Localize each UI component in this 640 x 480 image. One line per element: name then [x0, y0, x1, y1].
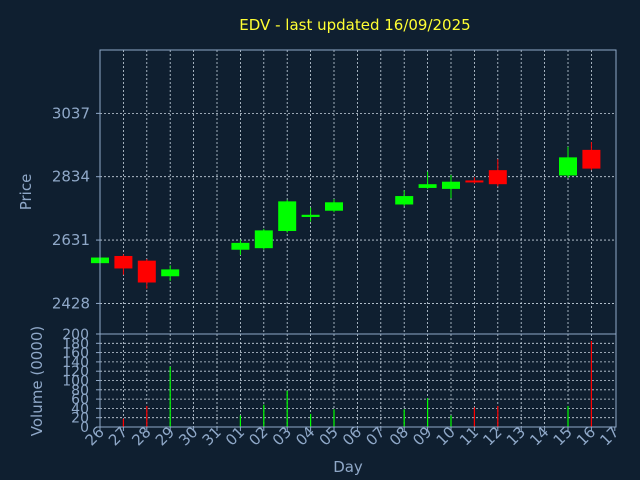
- candle-body: [137, 260, 156, 283]
- volume-tick-label: 200: [62, 327, 89, 343]
- volume-tick-label: 180: [62, 336, 89, 352]
- candle-body: [231, 242, 250, 250]
- volume-tick-label: 80: [71, 383, 89, 399]
- price-axis-label: Price: [17, 174, 35, 211]
- candle-body: [114, 255, 133, 269]
- price-tick-label: 3037: [52, 104, 90, 122]
- chart-title: EDV - last updated 16/09/2025: [239, 16, 470, 34]
- candle-body: [559, 157, 577, 176]
- volume-bars: [122, 340, 593, 427]
- candle-body: [442, 181, 460, 189]
- price-tick-label: 2834: [52, 168, 90, 186]
- volume-tick-label: 40: [71, 401, 89, 417]
- volume-plot-frame: [99, 333, 617, 428]
- candle-body: [488, 170, 507, 185]
- volume-tick-label: 160: [62, 346, 89, 362]
- candle-body: [582, 149, 601, 169]
- volume-tick-label: 100: [62, 374, 89, 390]
- candle-body: [395, 196, 414, 205]
- volume-tick-label: 20: [71, 411, 89, 427]
- candles: [91, 142, 601, 289]
- candle-body: [301, 214, 320, 217]
- candle-body: [254, 230, 273, 249]
- volume-tick-label: 140: [62, 355, 89, 371]
- day-axis-ticks: 2627282930310102030405060708091011121314…: [82, 423, 623, 449]
- candle-body: [418, 184, 437, 188]
- volume-tick-label: 120: [62, 364, 89, 380]
- volume-tick-label: 0: [80, 420, 89, 436]
- candle-body: [278, 201, 297, 232]
- candle-body: [325, 202, 343, 211]
- price-tick-label: 2631: [52, 231, 90, 249]
- candle-body: [465, 180, 484, 183]
- price-tick-label: 2428: [52, 294, 90, 312]
- price-axis-ticks: 2428 2631 2834 3037: [52, 104, 100, 312]
- day-axis-label: Day: [333, 458, 363, 476]
- candle-body: [161, 269, 180, 277]
- volume-axis-label: Volume (0000): [28, 326, 46, 436]
- volume-tick-label: 60: [71, 392, 89, 408]
